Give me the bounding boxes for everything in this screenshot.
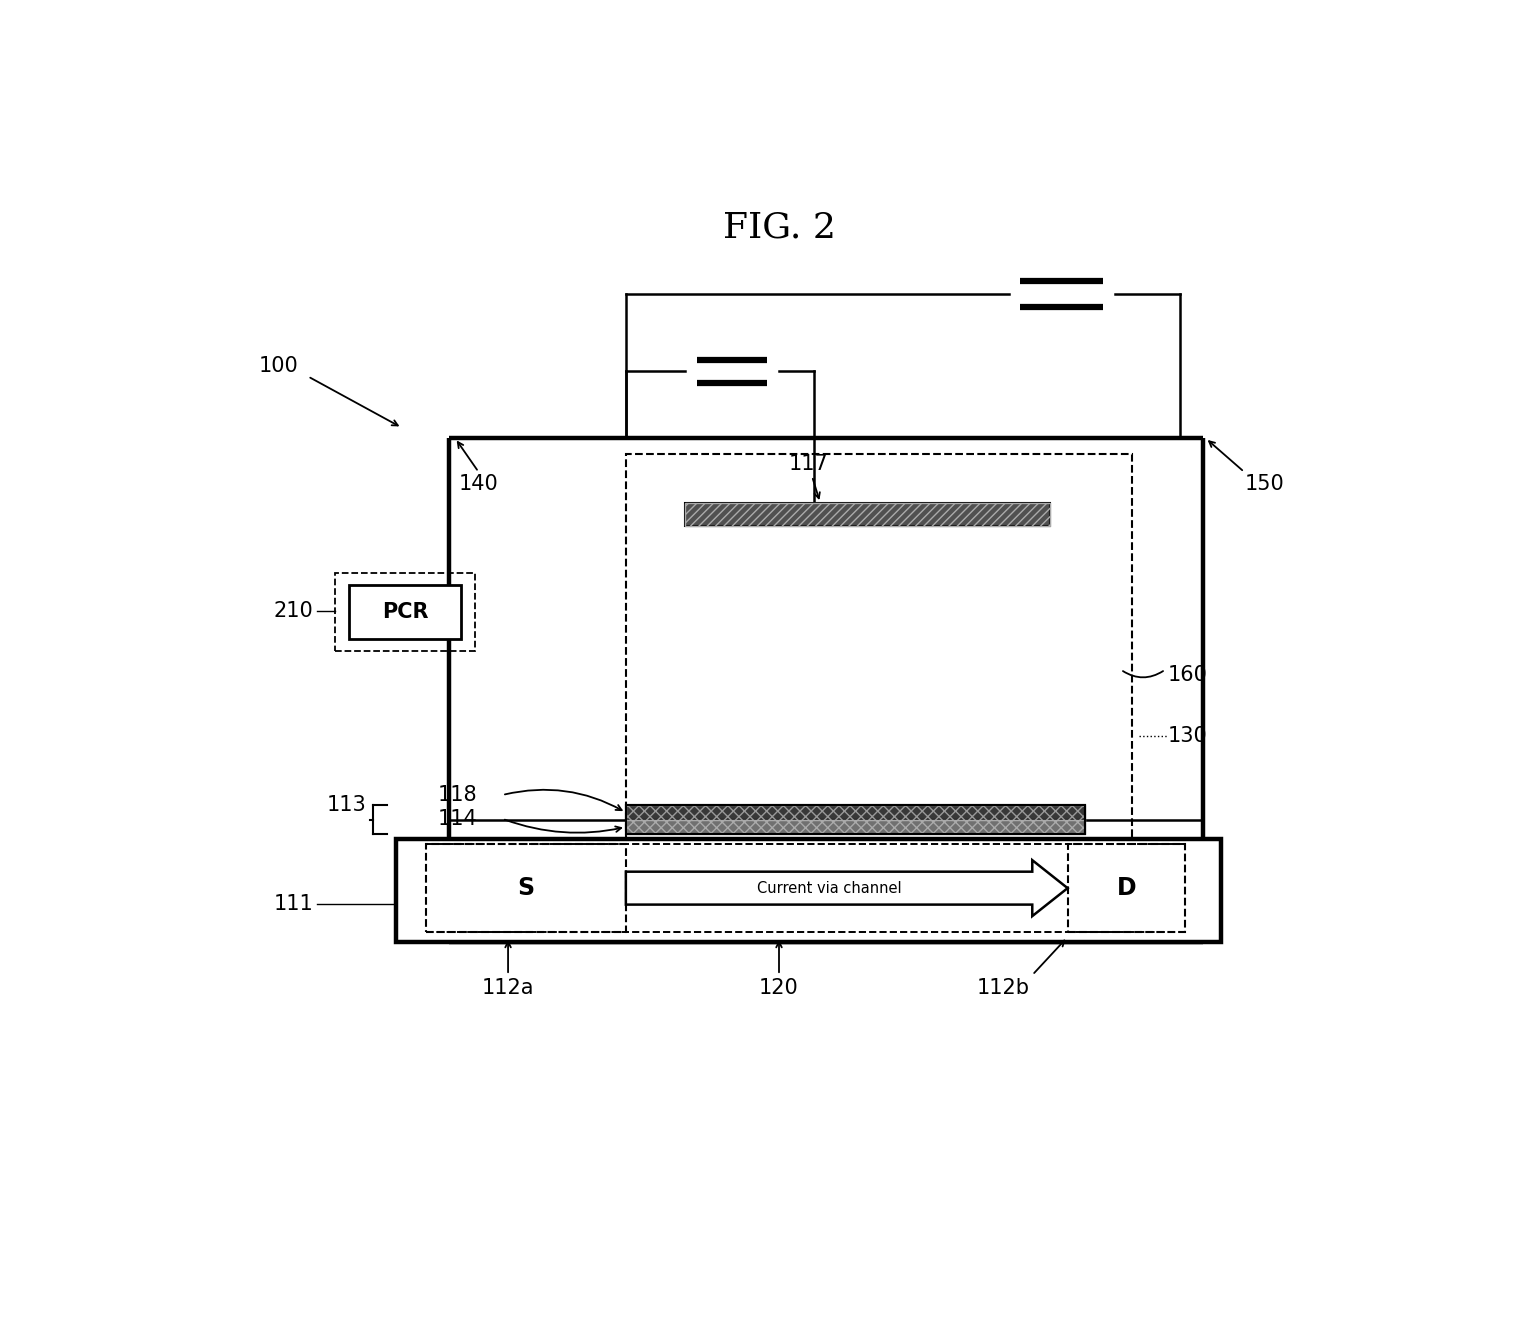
Bar [626, 806, 1085, 820]
Text: PCR: PCR [382, 603, 429, 623]
Text: 150: 150 [1245, 474, 1284, 494]
Text: 130: 130 [1167, 727, 1207, 747]
Bar [350, 585, 461, 639]
Bar [684, 502, 1050, 525]
Text: 112a: 112a [482, 978, 535, 998]
Text: D: D [1117, 876, 1137, 900]
Text: 112b: 112b [976, 978, 1029, 998]
Bar [334, 573, 476, 651]
Bar [626, 820, 1085, 834]
Text: 118: 118 [438, 786, 477, 806]
Text: S: S [517, 876, 535, 900]
Text: Current via channel: Current via channel [757, 880, 901, 895]
Bar [397, 839, 1221, 942]
Bar [626, 806, 1085, 834]
Text: 160: 160 [1167, 665, 1207, 684]
Text: FIG. 2: FIG. 2 [722, 210, 836, 244]
Text: 210: 210 [274, 601, 313, 621]
Bar [1067, 844, 1186, 933]
Text: 111: 111 [274, 894, 313, 914]
Text: 120: 120 [758, 978, 800, 998]
Bar [626, 820, 1085, 834]
Bar [626, 453, 1132, 850]
Text: 117: 117 [789, 454, 828, 474]
Bar [626, 806, 1085, 820]
Text: 114: 114 [438, 808, 477, 828]
Bar [426, 844, 626, 933]
Bar [684, 502, 1050, 525]
Text: 113: 113 [327, 795, 366, 815]
FancyArrow shape [626, 860, 1067, 916]
Text: 100: 100 [258, 357, 298, 375]
Text: 140: 140 [459, 474, 499, 494]
